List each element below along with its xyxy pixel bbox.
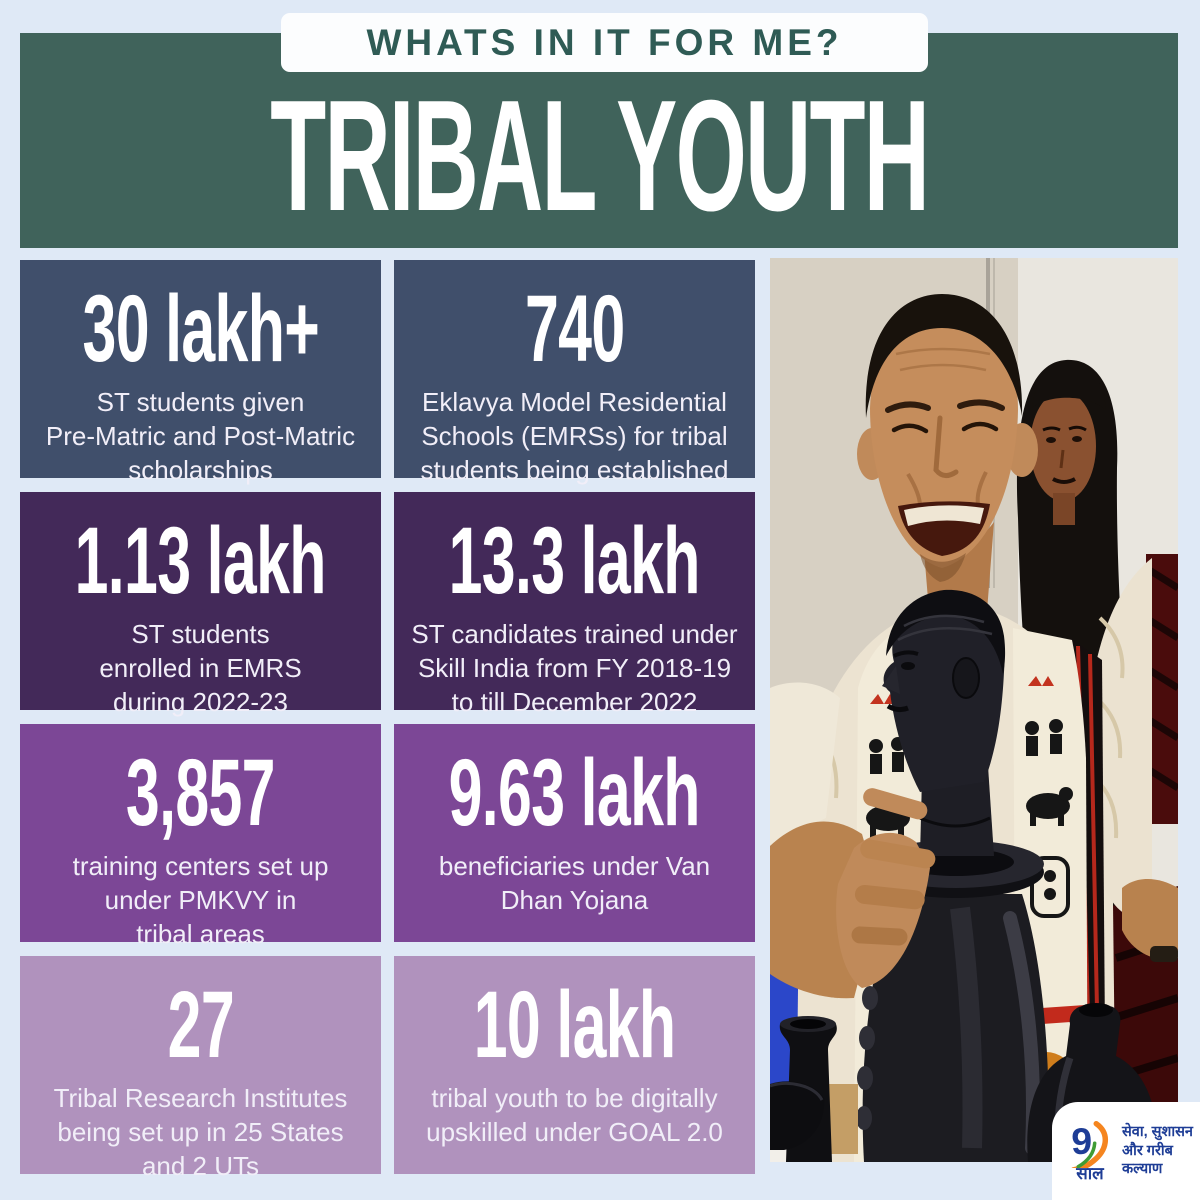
stat-card-emrs-enrolled: 1.13 lakh ST students enrolled in EMRS d…: [20, 492, 381, 717]
stat-value: 10 lakh: [473, 972, 676, 1078]
logo-saal-label: साल: [1076, 1164, 1104, 1183]
stat-card-emrs-schools: 740 Eklavya Model Residential Schools (E…: [394, 260, 755, 485]
logo-tagline-line2: और गरीब कल्याण: [1122, 1142, 1173, 1178]
stat-label: beneficiaries under Van Dhan Yojana: [438, 850, 711, 916]
stat-card-research-institutes: 27 Tribal Research Institutes being set …: [20, 956, 381, 1181]
nine-saal-logo-badge: 9 साल सेवा, सुशासन और गरीब कल्याण: [1052, 1102, 1200, 1200]
stat-label: Tribal Research Institutes being set up …: [53, 1082, 348, 1182]
stat-value: 27: [167, 972, 234, 1078]
svg-text:9: 9: [1071, 1120, 1092, 1162]
stat-label: ST students given Pre-Matric and Post-Ma…: [45, 386, 356, 486]
stat-label: tribal youth to be digitally upskilled u…: [426, 1082, 723, 1148]
tribal-artisan-photo-illustration: [770, 258, 1178, 1162]
stat-card-skill-india: 13.3 lakh ST candidates trained under Sk…: [394, 492, 755, 717]
header-badge-label: WHATS IN IT FOR ME?: [366, 21, 843, 63]
stat-label: ST students enrolled in EMRS during 2022…: [99, 618, 302, 718]
stat-card-van-dhan: 9.63 lakh beneficiaries under Van Dhan Y…: [394, 724, 755, 942]
stat-card-goal-2-0: 10 lakh tribal youth to be digitally ups…: [394, 956, 755, 1174]
stat-value: 3,857: [126, 740, 276, 846]
stat-value: 9.63 lakh: [448, 740, 701, 846]
nine-saal-logo-mark: 9 साल: [1062, 1120, 1118, 1182]
artisan-right-hand: [1122, 879, 1178, 962]
stat-card-pmkvy-centers: 3,857 training centers set up under PMKV…: [20, 724, 381, 949]
black-pottery: [770, 1016, 858, 1162]
stat-value: 13.3 lakh: [448, 508, 701, 614]
header-badge: WHATS IN IT FOR ME?: [281, 13, 928, 72]
stat-label: ST candidates trained under Skill India …: [411, 618, 738, 718]
stat-label: training centers set up under PMKVY in t…: [72, 850, 329, 950]
logo-tagline: सेवा, सुशासन और गरीब कल्याण: [1122, 1123, 1198, 1180]
stats-grid: 30 lakh+ ST students given Pre-Matric an…: [20, 260, 755, 1181]
stat-value: 30 lakh+: [82, 276, 319, 382]
artisan-left-hand: [770, 682, 936, 999]
page-title: TRIBAL YOUTH: [270, 68, 930, 244]
logo-tagline-line1: सेवा, सुशासन: [1122, 1123, 1193, 1140]
nine-years-icon: 9: [1071, 1120, 1108, 1168]
tribal-artisan-photo: [770, 258, 1178, 1162]
stat-card-scholarships: 30 lakh+ ST students given Pre-Matric an…: [20, 260, 381, 485]
stat-value: 1.13 lakh: [74, 508, 327, 614]
stat-value: 740: [524, 276, 625, 382]
stat-label: Eklavya Model Residential Schools (EMRSs…: [420, 386, 729, 486]
